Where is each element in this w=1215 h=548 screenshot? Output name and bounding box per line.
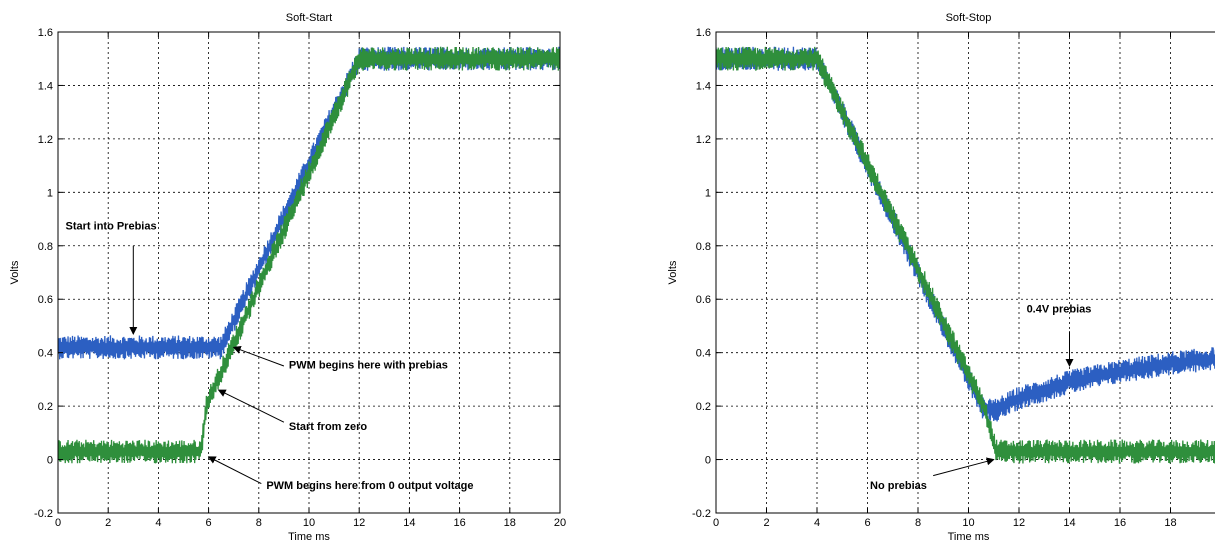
y-tick-label: 0.2 — [696, 401, 711, 413]
x-tick-label: 10 — [303, 517, 315, 529]
x-tick-label: 4 — [155, 517, 161, 529]
x-tick-label: 12 — [353, 517, 365, 529]
x-axis-label: Time ms — [948, 531, 990, 543]
y-axis-label: Volts — [9, 260, 21, 284]
x-axis-label: Time ms — [288, 531, 330, 543]
y-tick-label: 0 — [705, 455, 711, 467]
annotation-label: Start into Prebias — [66, 221, 157, 233]
soft-stop-chart: 02468101214161820-0.200.20.40.60.811.21.… — [667, 12, 1215, 543]
annotation-label: PWM begins here from 0 output voltage — [266, 480, 473, 492]
y-axis-label: Volts — [667, 260, 679, 284]
annotation-label: Start from zero — [289, 421, 368, 433]
y-tick-label: 1 — [705, 187, 711, 199]
y-tick-label: 0.6 — [38, 294, 53, 306]
x-tick-label: 12 — [1013, 517, 1025, 529]
x-tick-label: 18 — [504, 517, 516, 529]
chart-title: Soft-Start — [286, 12, 332, 24]
y-tick-label: 0.8 — [696, 241, 711, 253]
annotation-label: No prebias — [870, 480, 927, 492]
annotation-arrow — [217, 389, 285, 423]
y-tick-label: -0.2 — [34, 508, 53, 520]
x-tick-label: 6 — [864, 517, 870, 529]
x-tick-label: 18 — [1164, 517, 1176, 529]
x-tick-label: 8 — [915, 517, 921, 529]
annotation-label: 0.4V prebias — [1027, 304, 1092, 316]
y-tick-label: 1.6 — [38, 27, 53, 39]
x-tick-label: 8 — [256, 517, 262, 529]
y-tick-label: 1.4 — [38, 80, 53, 92]
annotation-arrow — [207, 456, 262, 485]
y-tick-label: 1.2 — [696, 134, 711, 146]
y-tick-label: 0.2 — [38, 401, 53, 413]
x-tick-label: 2 — [105, 517, 111, 529]
y-tick-label: 0.8 — [38, 241, 53, 253]
annotation-label: PWM begins here with prebias — [289, 360, 448, 372]
series-line-1 — [716, 46, 1215, 464]
plot-area — [716, 32, 1215, 513]
y-tick-label: 1.6 — [696, 27, 711, 39]
x-tick-label: 0 — [55, 517, 61, 529]
soft-start-chart: 0 2 4 6 8 10 12 14 16 18 20-0.200.20.40.60.811.21.… — [9, 12, 566, 543]
y-tick-label: -0.2 — [692, 508, 711, 520]
x-tick-label: 20 — [554, 517, 566, 529]
y-tick-label: 0.4 — [696, 348, 711, 360]
y-tick-label: 1.4 — [696, 80, 711, 92]
x-tick-label: 2 — [763, 517, 769, 529]
x-tick-label: 0 — [713, 517, 719, 529]
x-tick-label: 14 — [403, 517, 415, 529]
series-line-1 — [58, 46, 560, 464]
x-tick-label: 4 — [814, 517, 820, 529]
y-tick-label: 0.4 — [38, 348, 53, 360]
y-tick-label: 1.2 — [38, 134, 53, 146]
x-tick-label: 16 — [453, 517, 465, 529]
x-tick-label: 10 — [962, 517, 974, 529]
annotation-arrow — [933, 457, 995, 477]
y-tick-label: 1 — [47, 187, 53, 199]
y-tick-label: 0 — [47, 455, 53, 467]
y-tick-label: 0.6 — [696, 294, 711, 306]
x-tick-label: 14 — [1063, 517, 1075, 529]
x-tick-label: 6 — [206, 517, 212, 529]
chart-title: Soft-Stop — [946, 12, 992, 24]
annotation-arrow — [232, 346, 285, 367]
x-tick-label: 16 — [1114, 517, 1126, 529]
